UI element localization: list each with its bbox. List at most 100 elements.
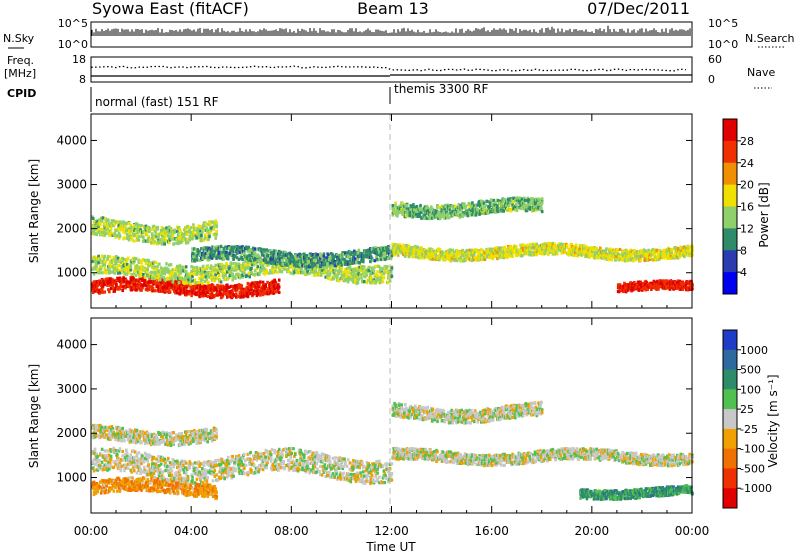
heatmap-cell — [265, 289, 268, 293]
heatmap-cell — [394, 201, 397, 205]
heatmap-cell — [241, 275, 244, 279]
heatmap-cell — [456, 210, 460, 214]
heatmap-cell — [146, 240, 149, 244]
heatmap-cell — [284, 263, 287, 267]
heatmap-cell — [125, 221, 128, 225]
nsearch-tick-top: 10^5 — [708, 17, 738, 30]
heatmap-cell — [315, 257, 319, 261]
heatmap-cell — [165, 262, 168, 266]
heatmap-cell — [203, 291, 207, 295]
heatmap-cell — [210, 256, 214, 260]
heatmap-cell — [98, 271, 101, 275]
heatmap-cell — [170, 230, 174, 234]
heatmap-cell — [143, 275, 147, 279]
heatmap-cell — [326, 261, 329, 265]
heatmap-cell — [289, 265, 293, 269]
heatmap-cell — [302, 270, 305, 274]
heatmap-cell — [382, 276, 386, 280]
heatmap-cell — [209, 228, 213, 232]
heatmap-cell — [271, 281, 275, 285]
heatmap-cell — [122, 230, 125, 234]
heatmap-cell — [437, 249, 440, 253]
heatmap-cell — [379, 270, 382, 274]
heatmap-cell — [119, 260, 123, 265]
heatmap-cell — [236, 245, 240, 249]
heatmap-cell — [176, 291, 179, 295]
heatmap-cell — [224, 277, 227, 281]
heatmap-cell — [120, 284, 124, 289]
heatmap-cell — [538, 249, 541, 253]
heatmap-cell — [413, 206, 416, 210]
heatmap-cell — [598, 248, 601, 252]
heatmap-cell — [93, 289, 97, 293]
heatmap-cell — [109, 277, 113, 281]
heatmap-cell — [382, 251, 386, 255]
heatmap-cell — [99, 223, 102, 227]
heatmap-cell — [370, 276, 373, 280]
heatmap-cell — [117, 223, 121, 227]
heatmap-cell — [115, 262, 118, 266]
heatmap-cell — [573, 251, 577, 255]
heatmap-cell — [118, 276, 122, 280]
heatmap-cell — [134, 257, 138, 261]
heatmap-cell — [200, 233, 203, 237]
heatmap-cell — [111, 270, 115, 274]
heatmap-cell — [278, 268, 282, 273]
heatmap-cell — [325, 269, 328, 273]
heatmap-cell — [429, 252, 432, 256]
heatmap-cell — [145, 270, 149, 274]
heatmap-cell — [225, 288, 228, 293]
heatmap-cell — [167, 283, 170, 288]
heatmap-cell — [238, 250, 242, 254]
heatmap-cell — [420, 246, 423, 250]
heatmap-cell — [150, 276, 154, 280]
heatmap-cell — [398, 247, 402, 251]
heatmap-cell — [248, 260, 251, 264]
heatmap-cell — [195, 272, 199, 277]
heatmap-cell — [101, 260, 105, 264]
station-title: Syowa East (fitACF) — [92, 0, 249, 18]
heatmap-cell — [168, 282, 172, 286]
nsky-trace — [91, 25, 691, 36]
heatmap-cell — [250, 288, 253, 292]
heatmap-cell — [320, 255, 324, 259]
heatmap-cell — [147, 274, 150, 278]
heatmap-cell — [159, 229, 163, 233]
heatmap-cell — [279, 261, 283, 265]
heatmap-cell — [225, 262, 228, 266]
heatmap-cell — [137, 238, 141, 242]
heatmap-cell — [360, 276, 363, 280]
heatmap-cell — [209, 252, 212, 256]
heatmap-cell — [148, 229, 151, 234]
heatmap-cell — [604, 249, 607, 253]
heatmap-cell — [236, 294, 240, 298]
heatmap-cell — [224, 273, 227, 277]
heatmap-cell — [259, 293, 262, 297]
heatmap-cell — [203, 250, 207, 254]
heatmap-cell — [461, 253, 464, 257]
heatmap-cell — [535, 251, 539, 255]
heatmap-cell — [358, 265, 361, 269]
heatmap-cell — [264, 260, 268, 264]
heatmap-cell — [239, 295, 243, 299]
heatmap-cell — [178, 228, 182, 232]
heatmap-cell — [346, 262, 350, 266]
heatmap-cell — [104, 260, 107, 264]
heatmap-cell — [265, 248, 268, 252]
heatmap-cell — [165, 231, 168, 235]
heatmap-cell — [338, 267, 342, 271]
heatmap-cell — [180, 269, 183, 273]
heatmap-cell — [229, 269, 233, 273]
heatmap-cell — [208, 255, 211, 260]
heatmap-cell — [215, 229, 218, 233]
heatmap-cell — [277, 285, 281, 289]
heatmap-cell — [284, 267, 287, 271]
heatmap-cell — [189, 282, 192, 286]
heatmap-cell — [108, 263, 111, 267]
heatmap-cell — [445, 210, 448, 214]
heatmap-cell — [231, 295, 234, 299]
heatmap-cell — [381, 280, 385, 284]
heatmap-cell — [125, 236, 129, 240]
heatmap-cell — [290, 253, 293, 257]
heatmap-cell — [252, 282, 255, 286]
